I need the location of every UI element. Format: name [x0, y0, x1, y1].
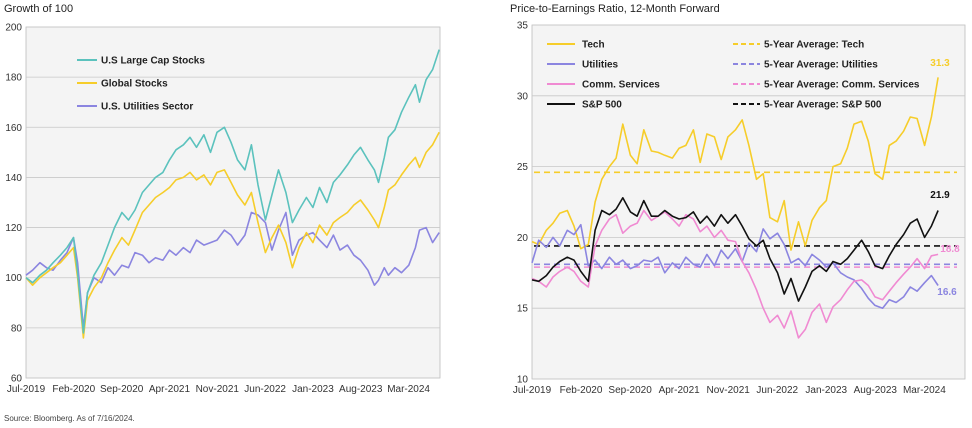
pe-x-tick-label: Mar-2024 [903, 385, 946, 396]
growth-y-tick-label: 200 [5, 23, 22, 34]
growth-series-line [25, 131, 440, 339]
growth-plot-area [25, 26, 441, 379]
growth-x-tick-label: Nov-2021 [196, 384, 240, 395]
pe-x-tick-label: Jan-2023 [805, 385, 847, 396]
growth-x-tick-label: Feb-2020 [52, 384, 95, 395]
pe-x-tick-label: Jul-2019 [513, 385, 552, 396]
pe-legend-average-label: 5-Year Average: Comm. Services [764, 80, 920, 91]
pe-legend-average-label: 5-Year Average: Tech [764, 40, 864, 51]
growth-y-tick-label: 180 [5, 73, 22, 84]
growth-y-tick-label: 160 [5, 123, 22, 134]
pe-end-value-label: 21.9 [930, 190, 950, 201]
pe-end-value-label: 16.6 [937, 287, 957, 298]
growth-legend-label: U.S Large Cap Stocks [101, 56, 205, 67]
growth-x-tick-label: Sep-2020 [100, 384, 144, 395]
pe-plot-area [531, 24, 966, 380]
pe-x-tick-label: Feb-2020 [560, 385, 603, 396]
pe-x-tick-label: Apr-2021 [659, 385, 701, 396]
pe-end-value-label: 31.3 [930, 58, 950, 69]
growth-y-tick-label: 100 [5, 273, 22, 284]
pe-x-tick-label: Sep-2020 [608, 385, 652, 396]
growth-chart: 60 80 100 120 140 160 180 200 Jul-2019 Feb-2020 Se… [5, 23, 441, 395]
growth-y-tick-label: 60 [11, 374, 23, 385]
pe-series-line [531, 197, 939, 302]
growth-x-tick-label: Mar-2024 [387, 384, 430, 395]
pe-legend-label: Utilities [582, 60, 619, 71]
pe-x-tick-label: Jun-2022 [756, 385, 798, 396]
pe-y-tick-label: 20 [517, 233, 529, 244]
source-note: Source: Bloomberg. As of 7/16/2024. [4, 414, 135, 423]
growth-legend-label: U.S. Utilities Sector [101, 102, 193, 113]
pe-end-value-label: 18.8 [940, 244, 960, 255]
pe-y-tick-label: 10 [517, 375, 529, 386]
pe-y-tick-label: 30 [517, 91, 529, 102]
right-chart-title: Price-to-Earnings Ratio, 12-Month Forwar… [510, 3, 720, 15]
growth-x-tick-label: Aug-2023 [339, 384, 383, 395]
growth-legend-label: Global Stocks [101, 79, 168, 90]
growth-y-tick-label: 80 [11, 323, 23, 334]
pe-series-line [531, 209, 939, 339]
pe-legend-average-label: 5-Year Average: Utilities [764, 60, 878, 71]
pe-legend-label: Tech [582, 40, 605, 51]
pe-chart: 10 15 20 25 30 35 Jul-2019 Feb-2020 Sep-2020 Apr-… [513, 21, 966, 396]
pe-series-line [531, 77, 939, 251]
pe-y-tick-label: 15 [517, 304, 529, 315]
pe-y-tick-label: 25 [517, 162, 529, 173]
growth-series-line [25, 49, 440, 334]
pe-x-tick-label: Nov-2021 [706, 385, 750, 396]
growth-x-tick-label: Jul-2019 [7, 384, 46, 395]
pe-legend-label: S&P 500 [582, 100, 622, 111]
growth-x-tick-label: Apr-2021 [149, 384, 191, 395]
growth-x-tick-label: Jan-2023 [292, 384, 334, 395]
left-chart-title: Growth of 100 [4, 3, 74, 15]
pe-series-line [531, 223, 939, 309]
pe-x-tick-label: Aug-2023 [854, 385, 898, 396]
growth-y-tick-label: 120 [5, 223, 22, 234]
growth-x-tick-label: Jun-2022 [244, 384, 286, 395]
growth-y-tick-label: 140 [5, 173, 22, 184]
pe-legend-average-label: 5-Year Average: S&P 500 [764, 100, 882, 111]
pe-legend-label: Comm. Services [582, 80, 660, 91]
pe-y-tick-label: 35 [517, 21, 529, 32]
